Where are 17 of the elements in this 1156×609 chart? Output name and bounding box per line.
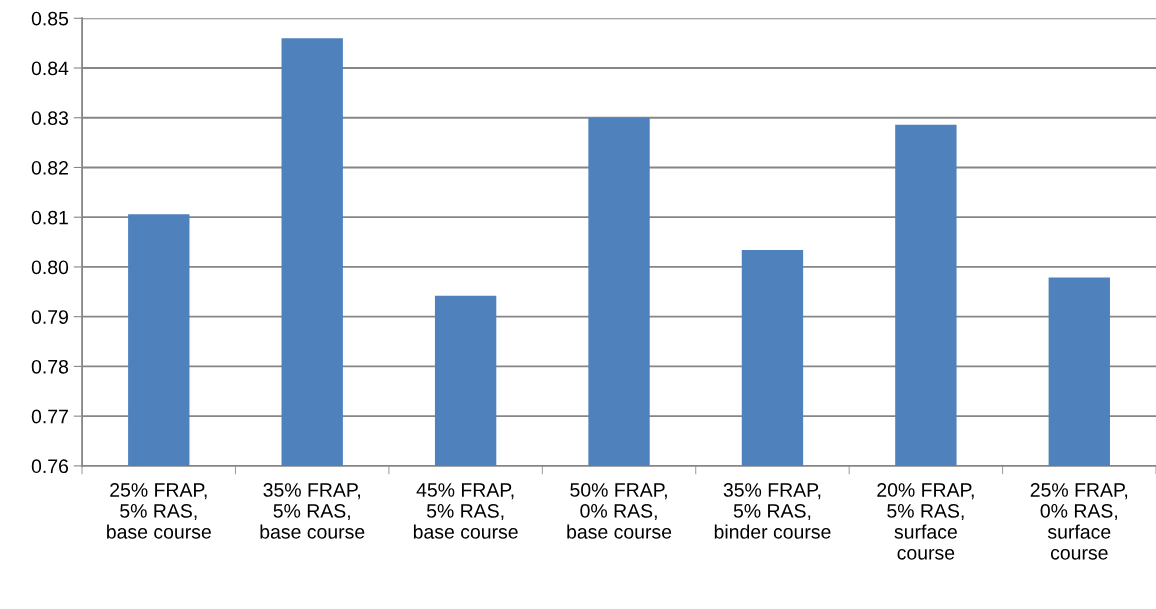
y-tick-label: 0.83	[31, 111, 69, 125]
x-tick-label: 20% FRAP, 5% RAS, surface course	[877, 483, 974, 560]
x-tick-label: 50% FRAP, 0% RAS, base course	[567, 483, 672, 539]
y-tick-label: 0.78	[31, 359, 69, 374]
x-tick-label: 35% FRAP, 5% RAS, base course	[260, 483, 365, 539]
x-tick-label: 45% FRAP, 5% RAS, base course	[413, 483, 518, 539]
y-tick-label: 0.84	[31, 61, 69, 76]
y-tick-label: 0.81	[31, 210, 68, 225]
x-tick-label: 25% FRAP, 5% RAS, base course	[107, 483, 211, 539]
x-tick-label: 25% FRAP, 0% RAS, surface course	[1030, 483, 1128, 560]
y-tick-label: 0.80	[31, 260, 69, 275]
y-tick-label: 0.76	[31, 459, 69, 474]
x-tick-label: 35% FRAP, 5% RAS, binder course	[714, 483, 831, 539]
y-tick-label: 0.77	[31, 409, 68, 424]
y-tick-label: 0.79	[31, 310, 68, 324]
y-tick-label: 0.85	[31, 11, 69, 26]
y-tick-label: 0.82	[31, 160, 68, 175]
